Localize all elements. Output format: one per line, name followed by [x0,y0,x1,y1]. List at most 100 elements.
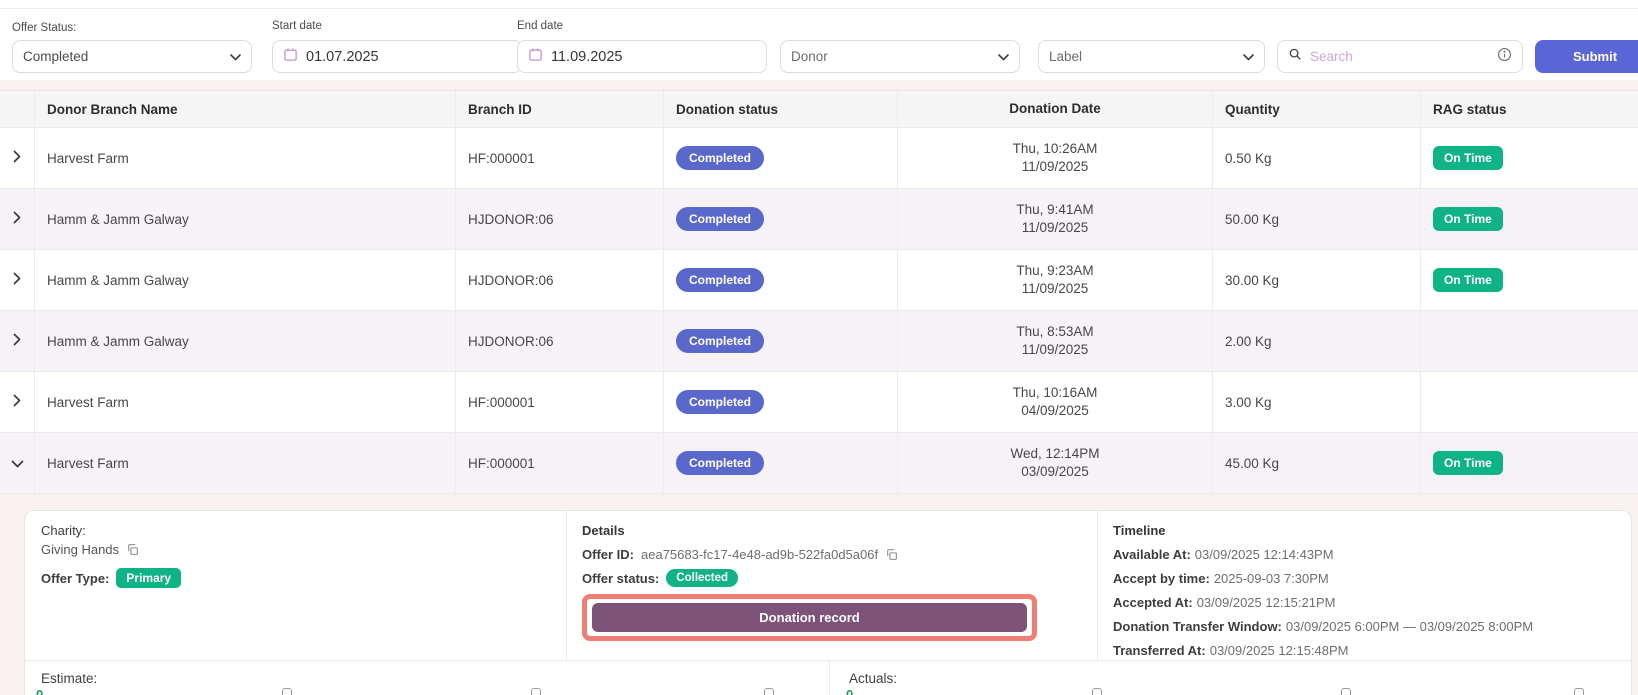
donation-date: Wed, 12:14PM 03/09/2025 [898,433,1213,493]
top-divider [0,8,1638,9]
search-box [1277,40,1523,73]
timeline-value: 03/09/2025 12:14:43PM [1194,547,1334,562]
table-row: Hamm & Jamm Galway HJDONOR:06 Completed … [0,250,1638,311]
calendar-icon [528,47,543,67]
offer-status-value: Completed [23,49,89,64]
column-header-rag: RAG status [1433,101,1507,117]
cutoff-icon-fragment [764,688,774,695]
collapse-row-button[interactable] [0,433,35,493]
cutoff-icon-fragment [1092,688,1102,695]
info-icon[interactable] [1497,47,1512,67]
timeline-label: Available At: [1113,547,1191,562]
donation-time: Thu, 10:16AM [1012,385,1098,400]
chevron-right-icon [13,394,21,410]
offer-status-select[interactable]: Completed [12,40,252,73]
timeline-title: Timeline [1113,523,1166,538]
details-section: Details Offer ID: aea75683-fc17-4e48-ad9… [582,523,1037,641]
donation-day: 11/09/2025 [1021,220,1089,235]
donation-time: Thu, 10:26AM [1012,141,1098,156]
label-placeholder: Label [1049,49,1083,64]
timeline-label: Accepted At: [1113,595,1193,610]
timeline-row: Donation Transfer Window: 03/09/2025 6:00… [1113,619,1618,634]
highlight-annotation: Donation record [582,594,1037,641]
donor-select[interactable]: Donor [780,40,1020,73]
donation-day: 03/09/2025 [1021,464,1089,479]
chevron-down-icon [998,48,1009,66]
branch-id: HJDONOR:06 [456,250,664,310]
details-title: Details [582,523,625,538]
timeline-label: Donation Transfer Window: [1113,619,1282,634]
column-header-date: Donation Date [898,91,1213,127]
donation-time: Thu, 9:41AM [1016,202,1094,217]
copy-icon[interactable] [126,543,139,556]
branch-id: HJDONOR:06 [456,311,664,371]
strip-divider [829,661,830,695]
table-row: Hamm & Jamm Galway HJDONOR:06 Completed … [0,311,1638,372]
estimate-actuals-strip: Estimate: Actuals: [25,660,1631,695]
submit-button[interactable]: Submit [1535,40,1638,73]
expand-row-button[interactable] [0,372,35,432]
offer-type-label: Offer Type: [41,570,110,586]
donation-status-badge: Completed [676,146,765,170]
column-header-name: Donor Branch Name [35,91,456,127]
expand-row-button[interactable] [0,128,35,188]
expand-row-button[interactable] [0,311,35,371]
timeline-row: Transferred At: 03/09/2025 12:15:48PM [1113,643,1618,658]
donation-date: Thu, 8:53AM 11/09/2025 [898,311,1213,371]
offer-id-label: Offer ID: [582,547,634,562]
quantity: 45.00 Kg [1213,433,1421,493]
card-divider [1097,511,1098,660]
donation-status-badge: Completed [676,390,765,414]
charity-section: Charity: Giving Hands Offer Type: Primar… [41,523,546,588]
timeline-label: Accept by time: [1113,571,1210,586]
donation-status-badge: Completed [676,329,765,353]
branch-id: HF:000001 [456,433,664,493]
donor-branch-name: Hamm & Jamm Galway [35,189,456,249]
quantity: 0.50 Kg [1213,128,1421,188]
timeline-value: 03/09/2025 6:00PM — 03/09/2025 8:00PM [1285,619,1534,634]
timeline-section: Timeline Available At: 03/09/2025 12:14:4… [1113,523,1618,658]
offer-type-badge: Primary [116,568,182,588]
cutoff-value-fragment: 0 [36,688,43,695]
branch-id: HF:000001 [456,128,664,188]
donation-record-button[interactable]: Donation record [592,603,1027,632]
label-select[interactable]: Label [1038,40,1265,73]
search-input[interactable] [1310,49,1489,64]
donation-day: 04/09/2025 [1021,403,1089,418]
offer-status-badge: Collected [666,569,739,587]
column-header-branch: Branch ID [456,91,664,127]
donation-time: Wed, 12:14PM [1010,446,1100,461]
donation-time: Thu, 8:53AM [1016,324,1094,339]
offer-status-label: Offer Status: [12,22,77,34]
chevron-right-icon [13,333,21,349]
end-date-label: End date [517,20,564,32]
donation-day: 11/09/2025 [1021,159,1089,174]
estimate-label: Estimate: [41,671,98,686]
table-header-row: Donor Branch Name Branch ID Donation sta… [0,90,1638,128]
table-row: Harvest Farm HF:000001 Completed Thu, 10… [0,128,1638,189]
copy-icon[interactable] [885,548,898,561]
start-date-input[interactable]: 01.07.2025 [272,40,522,73]
donation-status-badge: Completed [676,268,765,292]
rag-status-badge: On Time [1433,146,1503,170]
start-date-value: 01.07.2025 [306,48,379,65]
rag-status-badge: On Time [1433,268,1503,292]
table-row: Hamm & Jamm Galway HJDONOR:06 Completed … [0,189,1638,250]
expand-row-button[interactable] [0,250,35,310]
cutoff-icon-fragment [282,688,292,695]
donation-date: Thu, 9:23AM 11/09/2025 [898,250,1213,310]
end-date-input[interactable]: 11.09.2025 [517,40,767,73]
quantity: 30.00 Kg [1213,250,1421,310]
timeline-value: 2025-09-03 7:30PM [1213,571,1329,586]
expander-column-header [0,91,35,127]
timeline-value: 03/09/2025 12:15:48PM [1209,643,1349,658]
timeline-value: 03/09/2025 12:15:21PM [1196,595,1336,610]
row-detail-card: Charity: Giving Hands Offer Type: Primar… [24,510,1632,695]
donor-placeholder: Donor [791,49,828,64]
charity-name: Giving Hands [41,542,120,557]
donation-status-badge: Completed [676,451,765,475]
expand-row-button[interactable] [0,189,35,249]
donation-time: Thu, 9:23AM [1016,263,1094,278]
donation-date: Thu, 9:41AM 11/09/2025 [898,189,1213,249]
donor-branch-name: Harvest Farm [35,128,456,188]
